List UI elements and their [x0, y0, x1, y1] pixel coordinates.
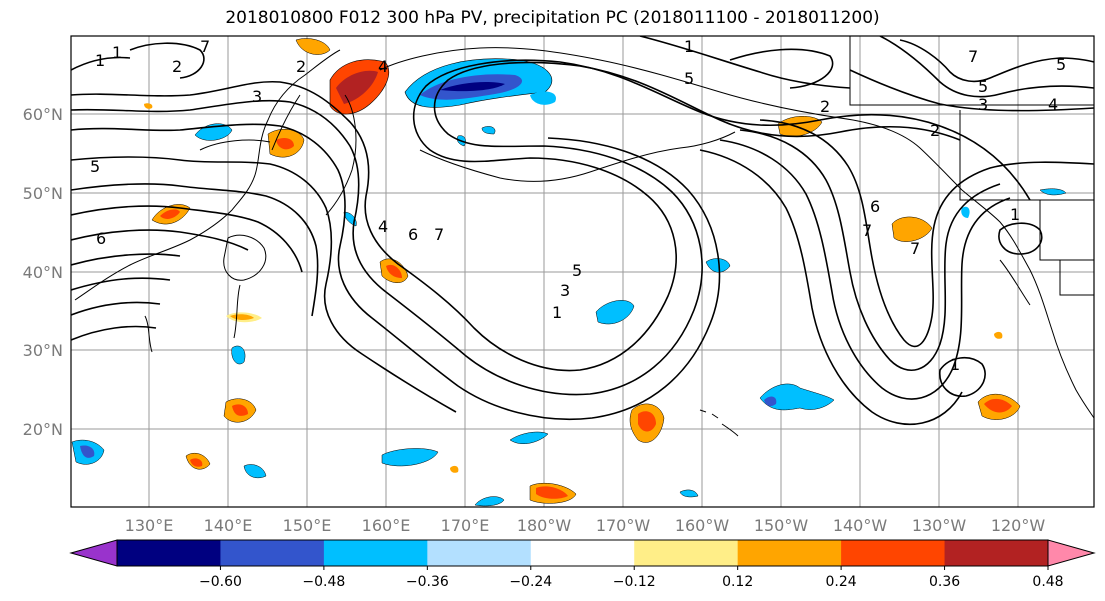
lon-label: 170°E	[441, 516, 490, 535]
lat-label: 60°N	[23, 105, 63, 124]
contour-label: 5	[684, 69, 694, 88]
lon-label: 180°W	[517, 516, 572, 535]
colorbar-segment	[220, 540, 325, 566]
colorbar-segment	[530, 540, 635, 566]
contour-label: 6	[96, 229, 106, 248]
map-frame	[70, 35, 1095, 508]
latitude-axis: 60°N 50°N 40°N 30°N 20°N	[23, 105, 63, 439]
colorbar-low-extend	[69, 539, 118, 567]
colorbar-tick-label: 0.36	[929, 574, 960, 590]
lat-label: 50°N	[23, 184, 63, 203]
contour-label: 4	[1048, 95, 1058, 114]
contour-label: 3	[978, 95, 988, 114]
contour-label: 2	[172, 57, 182, 76]
colorbar-ticks: −0.60 −0.48 −0.36 −0.24 −0.12 0.12 0.24 0.36 0.4…	[199, 566, 1064, 590]
lon-label: 130°W	[912, 516, 967, 535]
colorbar-segment	[634, 540, 739, 566]
colorbar-tick-label: −0.24	[509, 574, 552, 590]
gridlines	[71, 36, 1094, 507]
contour-label: 1	[552, 303, 562, 322]
contour-label: 3	[252, 87, 262, 106]
colorbar: −0.60 −0.48 −0.36 −0.24 −0.12 0.12 0.24 0.36 0.4…	[69, 539, 1096, 590]
contour-labels: 1 2 3 4 5 6 7 1 2 3 4 5 6 7 1 2 3 5 7 1 …	[90, 37, 1066, 374]
lon-label: 140°E	[204, 516, 253, 535]
contour-label: 4	[378, 57, 388, 76]
contour-label: 1	[684, 37, 694, 56]
pv-contours	[71, 36, 1094, 426]
coastlines	[74, 36, 1094, 437]
colorbar-tick-label: −0.48	[302, 574, 345, 590]
colorbar-segment	[841, 540, 946, 566]
contour-label: 5	[572, 261, 582, 280]
contour-label: 3	[560, 281, 570, 300]
lat-label: 40°N	[23, 263, 63, 282]
contour-label: 7	[910, 239, 920, 258]
map-content: 1 2 3 4 5 6 7 1 2 3 4 5 6 7 1 2 3 5 7 1 …	[71, 36, 1094, 507]
contour-label: 5	[90, 157, 100, 176]
lon-label: 150°W	[754, 516, 809, 535]
colorbar-segment	[737, 540, 842, 566]
colorbar-segment	[323, 540, 428, 566]
colorbar-tick-label: −0.60	[199, 574, 242, 590]
colorbar-tick-label: 0.24	[826, 574, 857, 590]
contour-label: 1	[95, 51, 105, 70]
colorbar-tick-label: −0.36	[406, 574, 449, 590]
colorbar-segment	[427, 540, 532, 566]
contour-label: 2	[820, 97, 830, 116]
longitude-axis: 130°E 140°E 150°E 160°E 170°E 180°W 170°…	[125, 516, 1046, 535]
colorbar-segment	[117, 540, 221, 566]
contour-label: 7	[434, 225, 444, 244]
contour-label: 2	[930, 121, 940, 140]
contour-label: 6	[408, 225, 418, 244]
colorbar-segment	[944, 540, 1049, 566]
contour-label: 1	[950, 355, 960, 374]
lon-label: 140°W	[833, 516, 888, 535]
colorbar-tick-label: 0.12	[722, 574, 753, 590]
colorbar-segments	[116, 539, 1049, 567]
contour-label: 4	[378, 217, 388, 236]
contour-label: 7	[862, 221, 872, 240]
contour-label: 1	[112, 43, 122, 62]
lon-label: 120°W	[991, 516, 1046, 535]
contour-label: 5	[1056, 55, 1066, 74]
contour-label: 6	[870, 197, 880, 216]
lon-label: 170°W	[596, 516, 651, 535]
lon-label: 130°E	[125, 516, 174, 535]
contour-label: 5	[978, 77, 988, 96]
colorbar-tick-label: −0.12	[613, 574, 656, 590]
contour-label: 1	[1010, 205, 1020, 224]
contour-label: 7	[200, 37, 210, 56]
lon-label: 150°E	[283, 516, 332, 535]
precip-positive-areas	[144, 38, 1021, 504]
lat-label: 20°N	[23, 420, 63, 439]
lon-label: 160°E	[362, 516, 411, 535]
contour-label: 2	[296, 57, 306, 76]
lat-label: 30°N	[23, 341, 63, 360]
precip-negative-areas	[71, 58, 1067, 507]
colorbar-tick-label: 0.48	[1032, 574, 1063, 590]
colorbar-high-extend	[1047, 539, 1096, 567]
figure-title: 2018010800 F012 300 hPa PV, precipitatio…	[225, 8, 880, 28]
lon-label: 160°W	[675, 516, 730, 535]
contour-label: 7	[968, 47, 978, 66]
